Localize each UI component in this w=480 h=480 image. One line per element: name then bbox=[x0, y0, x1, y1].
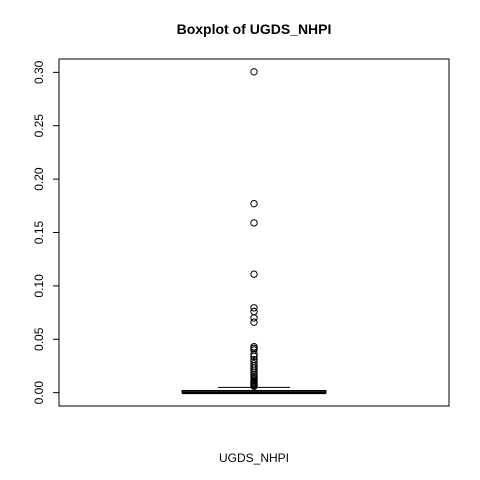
outlier-point bbox=[250, 352, 258, 361]
box-group bbox=[181, 386, 327, 395]
outlier-point bbox=[250, 219, 258, 227]
chart-title: Boxplot of UGDS_NHPI bbox=[177, 21, 332, 37]
y-tick-label: 0.05 bbox=[32, 327, 46, 351]
outlier-point bbox=[250, 366, 258, 374]
outlier-point bbox=[250, 314, 258, 322]
outlier-point bbox=[250, 304, 258, 312]
outlier-group bbox=[250, 68, 258, 390]
y-tick-label: 0.20 bbox=[32, 167, 46, 191]
outlier-point bbox=[250, 307, 258, 316]
outlier-point bbox=[250, 382, 258, 390]
outlier-point bbox=[250, 199, 258, 208]
y-tick-label: 0.10 bbox=[32, 274, 46, 298]
outlier-point bbox=[250, 318, 258, 326]
y-axis: 0.00 0.05 0.10 0.15 0.20 0.25 0.30 bbox=[32, 60, 60, 405]
y-tick-label: 0.25 bbox=[32, 114, 46, 138]
outlier-point bbox=[250, 368, 258, 377]
y-tick-label: 0.15 bbox=[32, 220, 46, 244]
plot-frame bbox=[58, 58, 450, 407]
x-axis-label: UGDS_NHPI bbox=[219, 451, 289, 465]
outlier-point bbox=[250, 350, 258, 358]
y-tick-label: 0.00 bbox=[32, 381, 46, 405]
y-tick-label: 0.30 bbox=[32, 60, 46, 84]
outlier-point bbox=[250, 68, 258, 76]
outlier-point bbox=[250, 270, 258, 278]
